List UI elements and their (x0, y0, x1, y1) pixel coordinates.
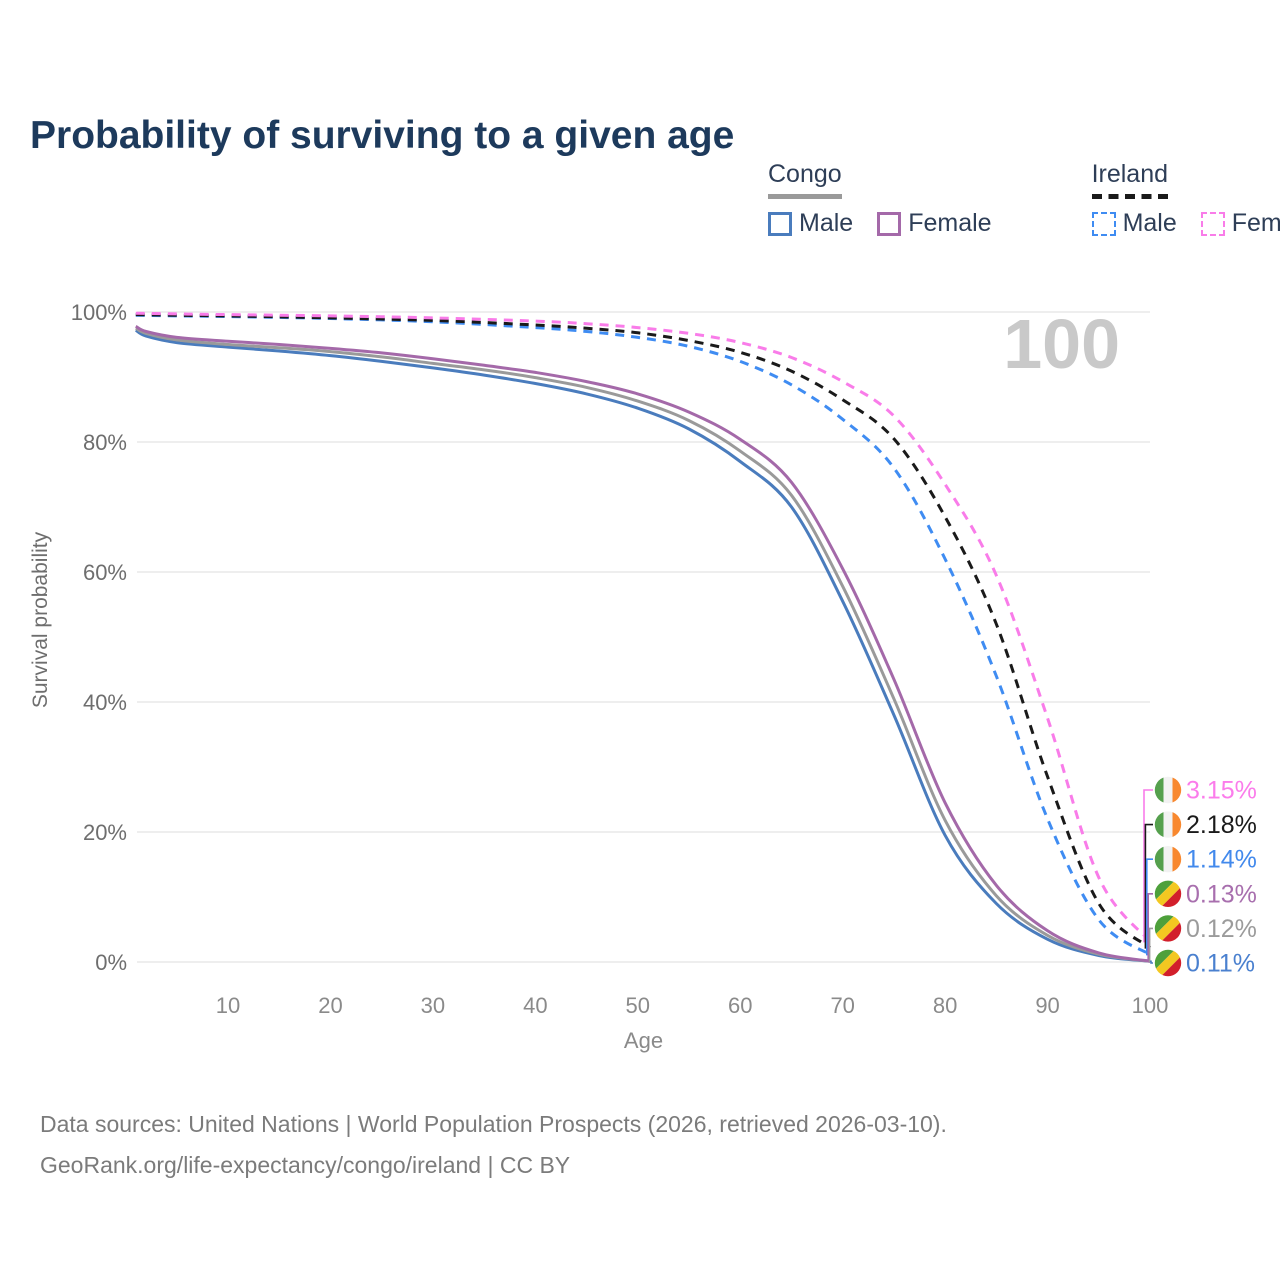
ireland-male-swatch-icon (1091, 211, 1116, 236)
flag-icon-congo (1154, 949, 1182, 977)
congo-male-swatch-icon (768, 211, 792, 236)
end-value-label[interactable]: 0.12% (1186, 915, 1257, 943)
footer: Data sources: United Nations | World Pop… (40, 1104, 947, 1186)
legend-item-congo-male[interactable]: Male (768, 209, 853, 238)
x-axis-title: Age (624, 1028, 663, 1053)
x-tick-label: 60 (728, 993, 752, 1018)
y-tick-label: 80% (83, 430, 127, 455)
end-value-label[interactable]: 2.18% (1186, 811, 1257, 839)
page-title: Probability of surviving to a given age (30, 114, 735, 158)
legend: Congo Male Female Ireland Male (768, 160, 1280, 238)
legend-item-congo-female[interactable]: Female (877, 209, 992, 238)
x-tick-label: 10 (216, 993, 240, 1018)
y-axis-title: Survival probability (29, 531, 52, 708)
legend-label: Female (908, 209, 992, 237)
flag-icon-ireland (1154, 846, 1182, 873)
flag-icon-congo (1154, 915, 1182, 942)
y-tick-label: 60% (83, 560, 127, 585)
legend-label: Female (1231, 209, 1280, 237)
y-tick-label: 0% (95, 950, 127, 975)
end-value-label[interactable]: 1.14% (1186, 846, 1257, 874)
x-tick-label: 70 (830, 993, 854, 1018)
x-tick-label: 50 (626, 993, 650, 1018)
x-tick-label: 30 (421, 993, 445, 1018)
legend-item-ireland-male[interactable]: Male (1091, 209, 1177, 238)
end-value-label[interactable]: 0.13% (1186, 880, 1257, 908)
x-tick-label: 20 (318, 993, 342, 1018)
x-tick-label: 100 (1132, 993, 1169, 1018)
flag-icon-congo (1154, 880, 1182, 907)
x-tick-label: 90 (1035, 993, 1059, 1018)
series-line-congo[interactable] (135, 326, 1151, 963)
flag-icon-ireland (1154, 776, 1182, 804)
x-tick-label: 40 (523, 993, 547, 1018)
y-tick-label: 40% (83, 690, 127, 715)
ireland-female-swatch-icon (1200, 211, 1225, 236)
series-line-ireland[interactable] (135, 313, 1151, 949)
y-tick-label: 100% (71, 300, 127, 325)
leader-line-0.11% (1150, 960, 1153, 964)
legend-label: Male (1122, 209, 1177, 237)
legend-country-ireland[interactable]: Ireland (1091, 160, 1169, 199)
end-value-label[interactable]: 3.15% (1186, 777, 1257, 805)
congo-female-swatch-icon (877, 211, 902, 236)
attribution-line: GeoRank.org/life-expectancy/congo/irelan… (40, 1152, 571, 1178)
legend-item-ireland-female[interactable]: Female (1200, 209, 1280, 238)
legend-country-congo[interactable]: Congo (768, 160, 842, 199)
series-line-congo-female[interactable] (135, 324, 1151, 963)
series-line-congo-male[interactable] (134, 328, 1151, 963)
flag-icon-ireland (1154, 811, 1182, 838)
end-value-label[interactable]: 0.11% (1186, 950, 1255, 978)
data-source-line: Data sources: United Nations | World Pop… (40, 1111, 947, 1137)
legend-group-congo: Congo Male Female (768, 160, 992, 238)
y-tick-label: 20% (83, 820, 127, 845)
leader-line-0.12% (1148, 927, 1153, 963)
series-line-ireland-female[interactable] (135, 311, 1152, 943)
legend-group-ireland: Ireland Male Female (1091, 160, 1280, 238)
x-tick-label: 80 (933, 993, 957, 1018)
legend-label: Male (799, 209, 854, 237)
age-watermark: 100 (1003, 305, 1120, 383)
